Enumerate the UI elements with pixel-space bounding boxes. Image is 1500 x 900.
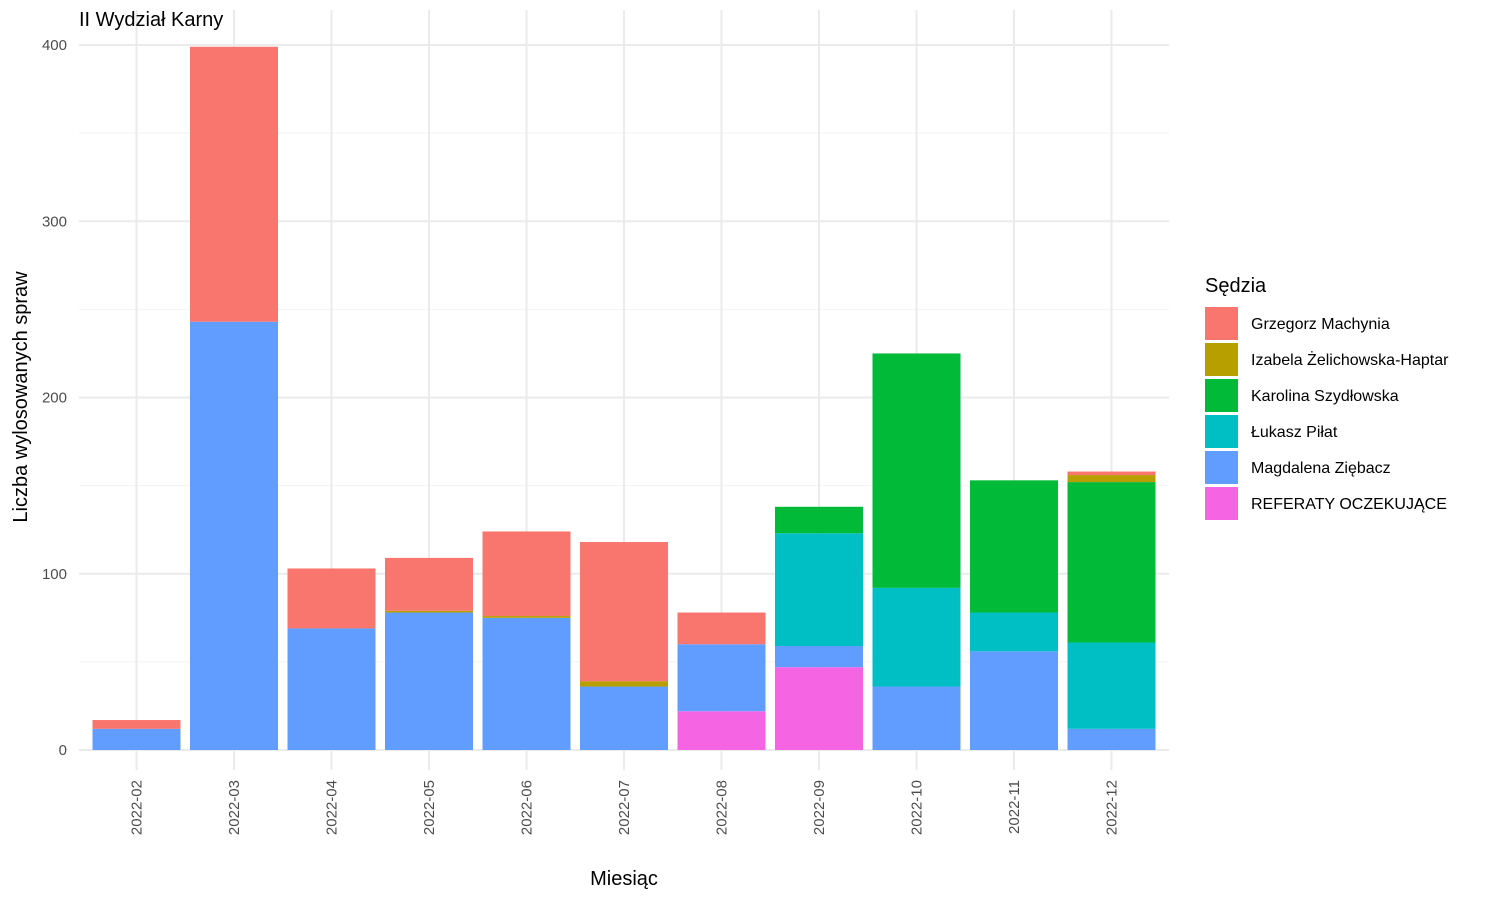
y-axis: 0 100 200 300 400: [42, 37, 67, 759]
bar-segment: [1067, 642, 1156, 729]
bar-segment: [385, 557, 473, 611]
bar-segment: [580, 542, 668, 682]
bar-segment: [872, 353, 961, 588]
x-tick-label: 2022-12: [1104, 780, 1121, 835]
x-tick-label: 2022-10: [909, 780, 926, 835]
legend-entry: Łukasz Piłat: [1251, 424, 1338, 441]
x-tick-label: 2022-08: [714, 780, 731, 835]
legend-title: Sędzia: [1205, 275, 1267, 297]
x-tick-label: 2022-04: [324, 780, 341, 835]
bar-segment: [1067, 728, 1156, 750]
bar-segment: [482, 616, 571, 618]
bar-segment: [970, 612, 1058, 652]
legend-entry: REFERATY OCZEKUJĄCE: [1251, 496, 1447, 513]
bar-segment: [775, 667, 863, 750]
bar-segment: [287, 628, 376, 750]
legend-swatch: [1205, 415, 1238, 448]
bar-segment: [1067, 482, 1156, 643]
bar-segment: [190, 46, 278, 322]
bar-segment: [385, 612, 473, 750]
legend-entry: Grzegorz Machynia: [1251, 316, 1390, 333]
chart-title: II Wydział Karny: [79, 9, 223, 31]
y-axis-title: Liczba wylosowanych spraw: [10, 271, 32, 523]
bar-segment: [872, 686, 961, 750]
legend-swatch: [1205, 451, 1238, 484]
x-tick-label: 2022-09: [811, 780, 828, 835]
bar-segment: [775, 506, 863, 534]
x-tick-label: 2022-05: [421, 780, 438, 835]
x-axis: 2022-02 2022-03 2022-04 2022-05 2022-06 2022-…: [129, 780, 1121, 835]
legend-entry: Karolina Szydłowska: [1251, 388, 1399, 405]
x-tick-label: 2022-11: [1006, 780, 1023, 834]
y-tick-label: 200: [42, 390, 67, 407]
y-tick-label: 0: [59, 742, 67, 759]
bar-segment: [872, 587, 961, 687]
bar-segment: [92, 728, 181, 750]
legend-entry: Izabela Żelichowska-Haptar: [1251, 350, 1449, 369]
bar-segment: [580, 686, 668, 750]
bar-segment: [775, 533, 863, 647]
bar-segment: [190, 321, 278, 750]
y-tick-label: 100: [42, 566, 67, 583]
bar-segment: [1067, 471, 1156, 476]
legend-swatch: [1205, 307, 1238, 340]
x-tick-label: 2022-06: [519, 780, 536, 835]
legend-swatch: [1205, 343, 1238, 376]
bar-segment: [287, 568, 376, 629]
x-tick-label: 2022-03: [226, 780, 243, 835]
x-axis-title: Miesiąc: [590, 868, 658, 890]
x-tick-label: 2022-07: [616, 780, 633, 835]
x-tick-label: 2022-02: [129, 780, 146, 835]
legend-entry: Magdalena Ziębacz: [1251, 460, 1391, 477]
bar-segment: [677, 612, 766, 645]
legend-swatch: [1205, 487, 1238, 520]
bar-segment: [580, 681, 668, 687]
legend: Sędzia Grzegorz Machynia Izabela Żelichow…: [1205, 275, 1449, 520]
bar-segment: [677, 711, 766, 750]
bar-segment: [385, 610, 473, 613]
bar-segment: [1067, 475, 1156, 483]
legend-swatch: [1205, 379, 1238, 412]
bar-segment: [677, 644, 766, 712]
bar-segment: [92, 720, 181, 729]
bar-segment: [482, 531, 571, 617]
bar-segment: [970, 480, 1058, 613]
bar-segment: [482, 617, 571, 750]
y-tick-label: 400: [42, 37, 67, 54]
bars: [92, 46, 1156, 750]
y-tick-label: 300: [42, 213, 67, 230]
bar-segment: [970, 651, 1058, 750]
bar-segment: [775, 646, 863, 668]
